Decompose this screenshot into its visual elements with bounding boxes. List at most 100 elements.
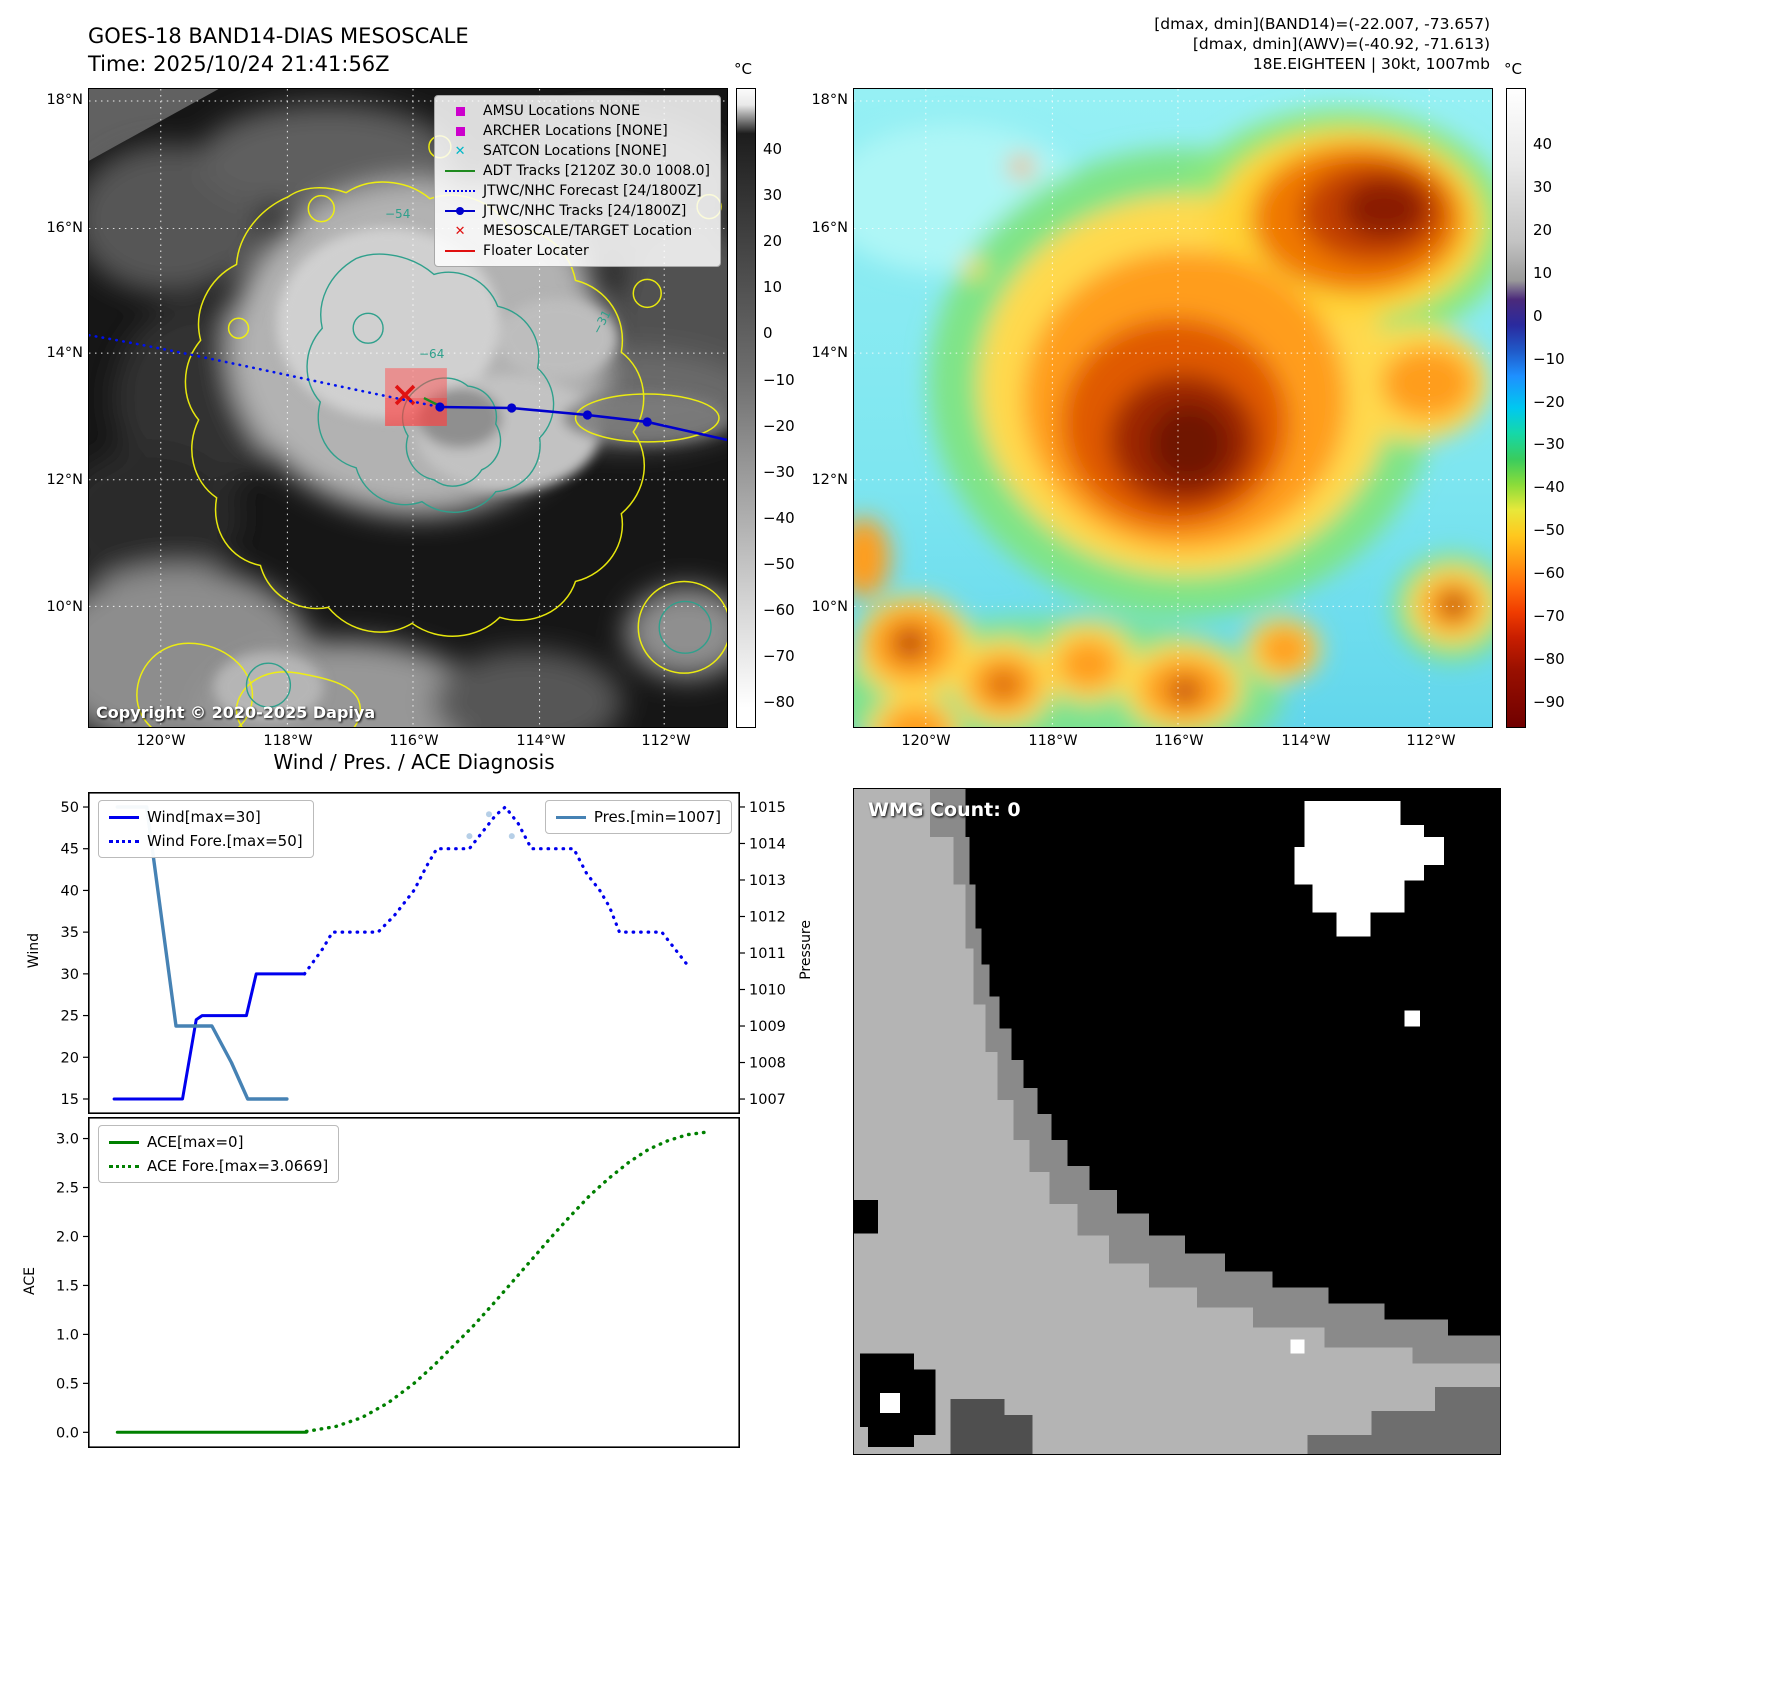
legend-item-pressure: Pres.[min=1007] [555,808,721,826]
contour-label: −54 [385,207,411,221]
pressure-axis-label: Pressure [798,920,814,980]
svg-text:1009: 1009 [749,1019,786,1035]
lat-tick-label: 18°N [46,92,83,108]
colorbar-tick-label: −50 [1533,521,1565,540]
legend-item-ace-forecast: ACE Fore.[max=3.0669] [109,1157,328,1175]
colorbar-tick-label: 40 [1533,135,1553,153]
mesoscale-target-box [385,368,447,426]
legend-item-ace: ACE[max=0] [109,1133,328,1151]
ace-forecast-line-sample [109,1164,139,1168]
map-legend-label: ADT Tracks [2120Z 30.0 1008.0] [483,163,710,179]
best-track [435,402,727,442]
ace-forecast-legend-label: ACE Fore.[max=3.0669] [147,1157,329,1175]
svg-text:20: 20 [61,1050,79,1066]
colorbar-tick-label: 20 [763,232,783,251]
ir-contours-warm [136,135,727,727]
lon-tick-label: 118°W [1028,733,1078,749]
band14-colorbar-unit: °C [734,60,752,78]
map-legend-label: JTWC/NHC Forecast [24/1800Z] [483,183,702,199]
map-legend-item: ADT Tracks [2120Z 30.0 1008.0] [445,163,710,179]
lon-tick-label: 120°W [136,733,186,749]
svg-text:1008: 1008 [749,1056,786,1072]
colorbar-tick-label: 20 [1533,220,1553,239]
svg-text:1.0: 1.0 [56,1327,79,1343]
wind-legend-label: Wind[max=30] [147,808,261,826]
legend-item-wind: Wind[max=30] [109,808,303,826]
lat-tick-label: 14°N [811,345,848,361]
wmg-image [854,789,1500,1454]
ir-contours-cold [245,253,712,708]
map-legend-item: ✕ MESOSCALE/TARGET Location [445,223,710,239]
x-marker-icon: ✕ [454,223,466,239]
wmg-count-label: WMG Count: 0 [868,799,1021,821]
copyright-watermark: Copyright © 2020-2025 Dapiya [96,703,376,722]
lon-tick-label: 114°W [1281,733,1331,749]
colorbar-tick-label: 10 [763,278,783,297]
svg-text:1013: 1013 [749,873,786,889]
lat-tick-label: 12°N [46,472,83,488]
svg-text:1015: 1015 [749,800,786,816]
wind-pressure-plot: 15 20 25 30 35 40 45 50 1007 1008 1009 1010 1011 1012… [61,792,786,1114]
colorbar-tick-label: −30 [1533,435,1565,454]
square-marker-icon [455,106,465,116]
awv-header-block: [dmax, dmin](BAND14)=(-22.007, -73.657) … [853,14,1490,74]
svg-text:35: 35 [61,925,79,941]
awv-colorbar-gradient [1506,88,1526,728]
line-marker-icon [445,250,476,252]
wind-axis-label: Wind [26,933,42,969]
awv-colorbar: 40 30 20 10 0 −10 −20 −30 −40 −50 −60 −70 −80 −90 [1506,88,1586,728]
svg-text:25: 25 [61,1009,79,1025]
colorbar-tick-label: −20 [763,416,795,435]
band14-title-block: GOES-18 BAND14-DIAS MESOSCALE Time: 2025… [88,22,469,78]
svg-text:1007: 1007 [749,1092,786,1108]
band14-title: GOES-18 BAND14-DIAS MESOSCALE [88,24,469,48]
lat-tick-label: 10°N [46,599,83,615]
colorbar-tick-label: −60 [763,601,795,619]
colorbar-tick-label: −10 [763,370,795,389]
lat-tick-label: 14°N [46,345,83,361]
colorbar-tick-label: −80 [763,693,795,712]
lon-tick-label: 116°W [389,733,439,749]
lat-tick-label: 18°N [811,92,848,108]
ace-axis-label: ACE [22,1267,38,1295]
lon-tick-label: 120°W [901,733,951,749]
svg-text:45: 45 [61,842,79,858]
map-legend-label: JTWC/NHC Tracks [24/1800Z] [483,203,687,219]
ace-legend: ACE[max=0] ACE Fore.[max=3.0669] [98,1125,340,1183]
colorbar-tick-label: 0 [1533,306,1543,325]
awv-satellite-map: 18°N 16°N 14°N 12°N 10°N 120°W 118°W 116°W 114°W… [811,88,1493,749]
svg-text:2.5: 2.5 [56,1181,79,1197]
colorbar-tick-label: 0 [763,324,773,343]
colorbar-tick-label: 40 [763,140,783,158]
colorbar-tick-label: −80 [1533,650,1565,669]
svg-text:30: 30 [61,967,79,983]
colorbar-tick-label: 30 [763,186,783,205]
svg-text:0.5: 0.5 [56,1376,79,1392]
awv-colorbar-unit: °C [1504,60,1522,78]
wind-line-sample [109,815,139,819]
wind-legend: Wind[max=30] Wind Fore.[max=50] [98,800,314,858]
map-legend-item: AMSU Locations NONE [445,103,710,119]
map-legend-label: ARCHER Locations [NONE] [483,123,668,139]
square-marker-icon [455,126,465,136]
dotted-line-marker-icon [445,190,476,192]
colorbar-tick-label: −70 [763,647,795,666]
colorbar-tick-label: −50 [763,554,795,573]
x-marker-icon: ✕ [454,143,466,159]
colorbar-tick-label: −40 [763,508,795,527]
wind-pressure-chart: 15 20 25 30 35 40 45 50 1007 1008 1009 1010 1011 1012… [61,792,786,1114]
svg-text:15: 15 [61,1092,79,1108]
colorbar-tick-label: −90 [1533,692,1565,711]
ace-line-sample [109,1140,139,1144]
svg-text:1014: 1014 [749,836,786,852]
legend-item-wind-forecast: Wind Fore.[max=50] [109,832,303,850]
pressure-legend-label: Pres.[min=1007] [593,808,721,826]
svg-text:1010: 1010 [749,983,786,999]
svg-text:3.0: 3.0 [56,1132,79,1148]
colorbar-tick-label: −30 [763,462,795,481]
svg-text:2.0: 2.0 [56,1229,79,1245]
map-legend-label: MESOSCALE/TARGET Location [483,223,693,239]
map-legend-item: ARCHER Locations [NONE] [445,123,710,139]
colorbar-tick-label: −10 [1533,349,1565,368]
